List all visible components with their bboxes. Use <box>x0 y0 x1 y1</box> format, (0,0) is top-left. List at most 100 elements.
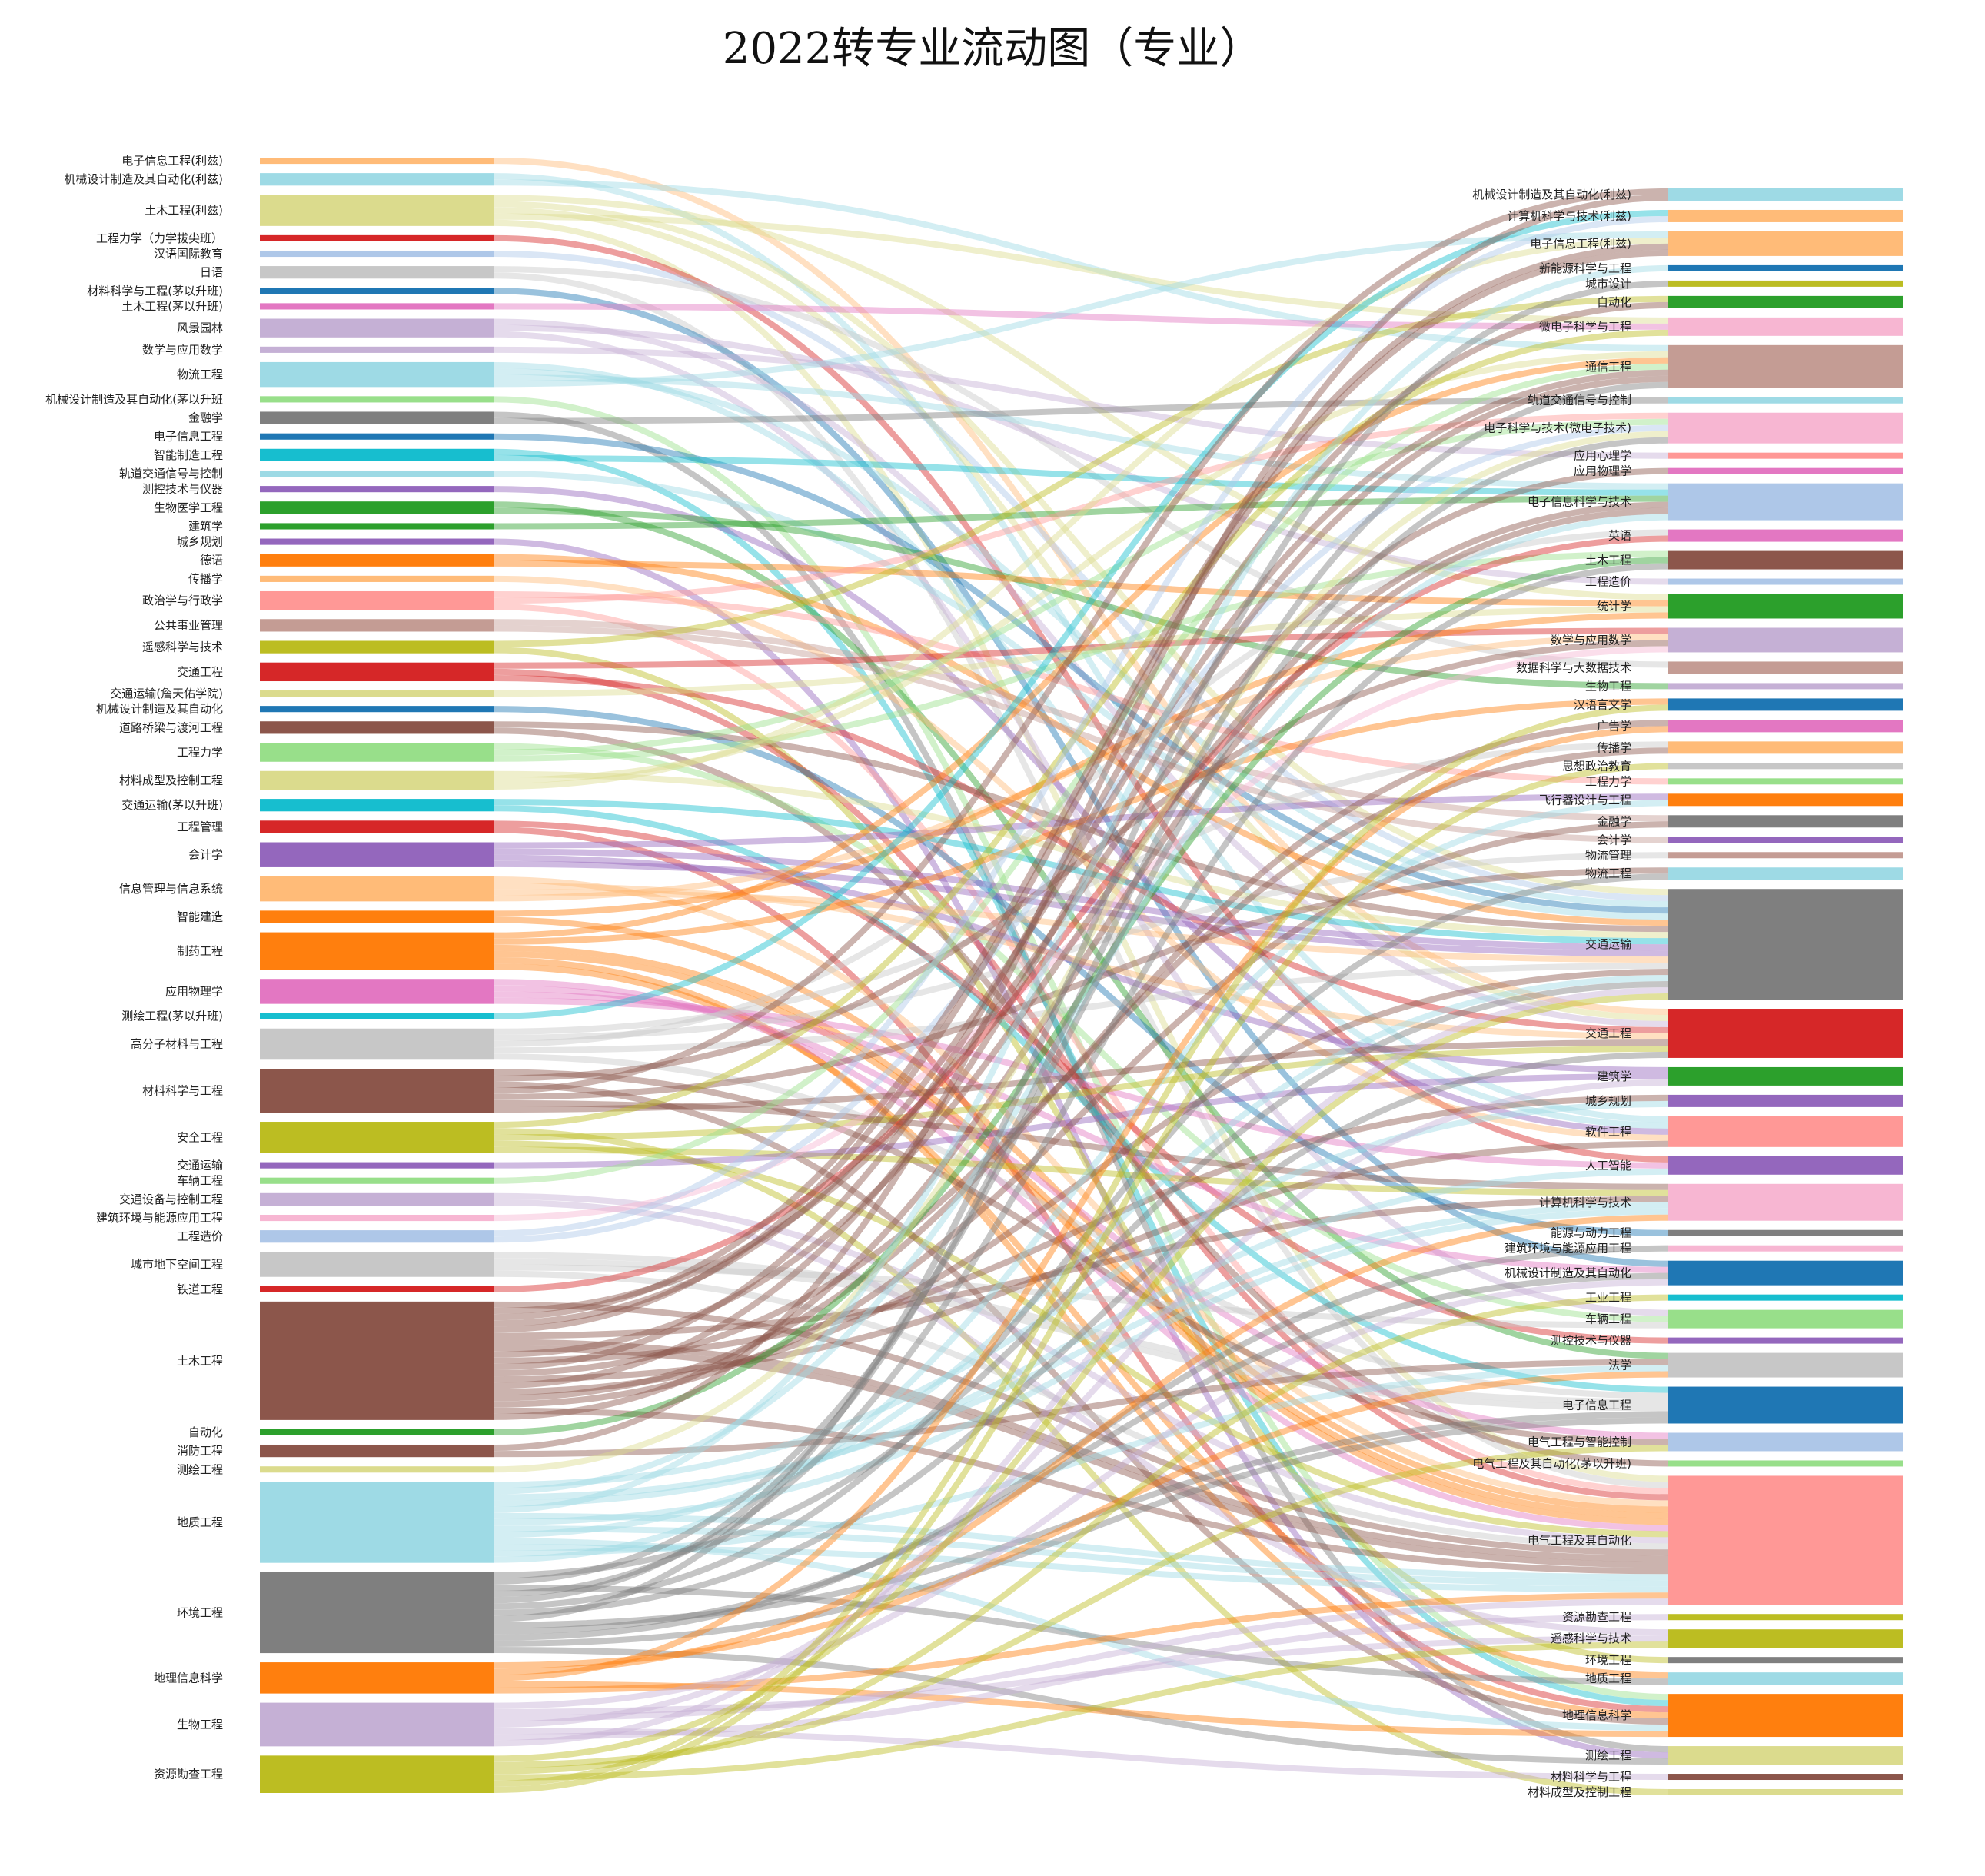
left-node-0-label: 电子信息工程(利兹) <box>121 154 223 168</box>
left-node-38-label: 测绘工程(茅以升班) <box>121 1010 223 1023</box>
right-node-27-label: 会计学 <box>1597 833 1631 847</box>
left-node-54 <box>260 1572 494 1654</box>
flow-link <box>494 295 1669 647</box>
right-node-25-label: 飞行器设计与工程 <box>1539 793 1631 807</box>
flow-link <box>494 471 1669 920</box>
right-node-23 <box>1668 763 1903 770</box>
right-node-17-label: 数学与应用数学 <box>1551 633 1631 647</box>
flow-link <box>494 993 1669 1762</box>
flow-link <box>494 535 1669 1292</box>
flow-link <box>494 1339 1669 1562</box>
flow-link <box>494 249 1669 1333</box>
node-labels: 电子信息工程(利兹) 机械设计制造及其自动化(利兹) 土木工程(利兹) 工程力学（力学… <box>45 154 1631 1799</box>
right-node-47-label: 电气工程及其自动化 <box>1528 1533 1631 1547</box>
left-node-29-label: 工程力学 <box>177 746 223 760</box>
flow-link <box>494 1146 1669 1196</box>
flow-link <box>494 975 1669 1538</box>
flow-link <box>494 454 1669 496</box>
flow-link <box>494 250 1669 902</box>
flow-link <box>494 1051 1669 1616</box>
left-node-15-label: 轨道交通信号与控制 <box>119 467 223 481</box>
flow-link <box>494 411 1669 1753</box>
right-node-20-label: 汉语言文学 <box>1574 697 1631 711</box>
right-node-0-label: 机械设计制造及其自动化(利兹) <box>1472 188 1631 201</box>
left-node-19 <box>260 538 494 545</box>
left-node-35 <box>260 910 494 923</box>
left-node-33 <box>260 842 494 867</box>
right-node-16-label: 统计学 <box>1597 600 1631 614</box>
flow-link <box>494 820 1669 1344</box>
flow-link <box>494 1407 1669 1575</box>
left-node-26 <box>260 690 494 697</box>
left-node-4 <box>260 250 494 258</box>
flow-link <box>494 467 1669 1315</box>
left-node-7-label: 土木工程(茅以升班) <box>121 299 223 313</box>
right-node-40-label: 工业工程 <box>1585 1291 1631 1305</box>
left-node-47 <box>260 1252 494 1277</box>
flow-link <box>494 821 1669 1408</box>
left-node-56-label: 生物工程 <box>177 1718 223 1731</box>
flow-link <box>494 1445 1669 1768</box>
flow-link <box>494 418 1669 756</box>
right-node-7 <box>1668 344 1903 388</box>
left-node-1-label: 机械设计制造及其自动化(利兹) <box>64 172 223 186</box>
flow-link <box>494 1635 1669 1715</box>
flow-link <box>494 1168 1669 1507</box>
flow-link <box>494 412 1669 604</box>
right-node-52-label: 地理信息科学 <box>1562 1708 1631 1722</box>
flow-link <box>494 698 1669 945</box>
right-node-49 <box>1668 1629 1903 1648</box>
right-node-24-label: 工程力学 <box>1585 774 1631 788</box>
right-node-21 <box>1668 720 1903 733</box>
left-node-5 <box>260 266 494 279</box>
left-node-53 <box>260 1482 494 1563</box>
flow-link <box>494 433 1669 914</box>
flow-link <box>494 219 1669 1482</box>
flow-link <box>494 1245 1669 1641</box>
flow-link <box>494 1614 1669 1741</box>
flow-link <box>494 1214 1669 1675</box>
left-node-45-label: 建筑环境与能源应用工程 <box>96 1211 223 1225</box>
flow-link <box>494 288 1669 1267</box>
left-node-24-label: 遥感科学与技术 <box>142 640 223 654</box>
flow-link <box>494 1081 1669 1725</box>
left-node-45 <box>260 1214 494 1222</box>
left-node-13-label: 电子信息工程 <box>154 430 223 444</box>
flow-link <box>494 1538 1669 1731</box>
flow-link <box>494 375 1669 1389</box>
flow-link <box>494 985 1669 1439</box>
left-node-27 <box>260 706 494 713</box>
left-node-43 <box>260 1177 494 1184</box>
flow-link <box>494 495 1669 530</box>
left-node-10-label: 物流工程 <box>177 368 223 381</box>
flow-link <box>494 501 1669 1358</box>
left-node-17-label: 生物医学工程 <box>154 501 223 514</box>
flow-link <box>494 726 1669 1681</box>
left-node-17 <box>260 501 494 514</box>
flow-link <box>494 301 1669 1370</box>
left-node-52 <box>260 1466 494 1473</box>
right-node-34 <box>1668 1116 1903 1147</box>
flow-link <box>494 763 1669 1793</box>
left-node-12-label: 金融学 <box>188 411 223 425</box>
flow-link <box>494 1417 1669 1647</box>
flow-link <box>494 369 1669 1327</box>
left-node-53-label: 地质工程 <box>177 1515 223 1529</box>
flow-link <box>494 1294 1669 1775</box>
right-node-42-label: 测控技术与仪器 <box>1551 1334 1631 1348</box>
right-node-38 <box>1668 1245 1903 1252</box>
right-node-55 <box>1668 1789 1903 1795</box>
right-node-47 <box>1668 1475 1903 1605</box>
flow-link <box>494 1140 1669 1383</box>
right-node-51 <box>1668 1672 1903 1685</box>
flow-link <box>494 647 1669 1664</box>
flow-link <box>494 507 1669 690</box>
flow-link <box>494 634 1669 902</box>
flow-link <box>494 243 1669 1321</box>
right-node-34-label: 软件工程 <box>1585 1125 1631 1139</box>
flow-link <box>494 1359 1669 1458</box>
right-node-37 <box>1668 1229 1903 1236</box>
flow-link <box>494 706 1669 1236</box>
right-node-1 <box>1668 209 1903 222</box>
